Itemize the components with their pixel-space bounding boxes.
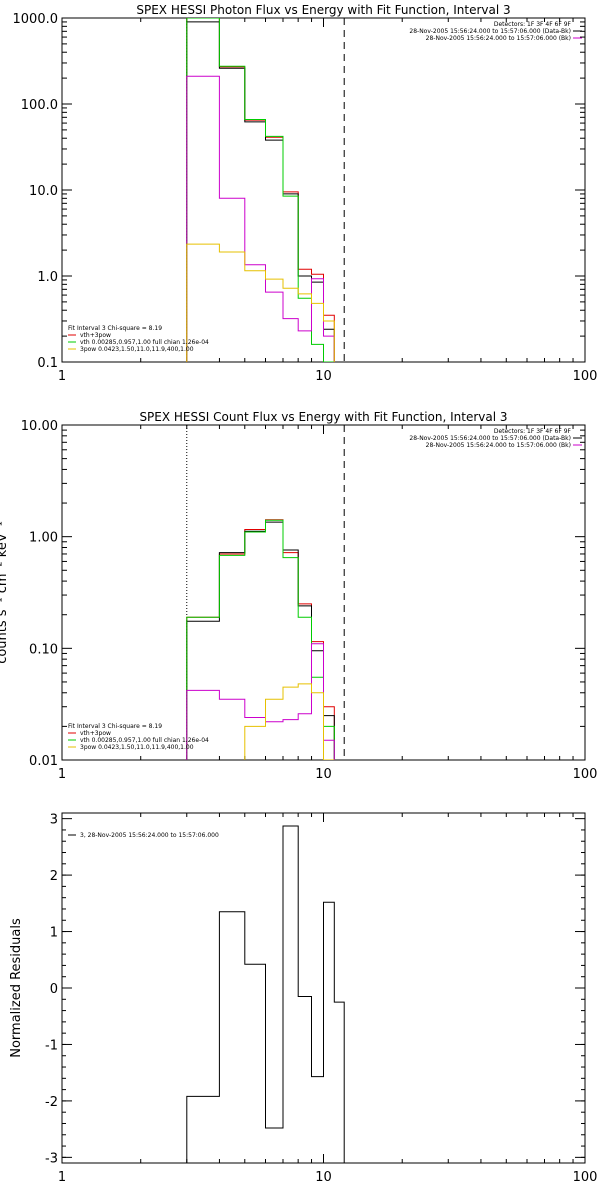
x-tick-label: 1 [58,369,66,384]
x-tick-label: 100 [573,1170,598,1185]
legend-label: vth+3pow [80,332,111,339]
series-3-histogram [186,18,335,362]
y-tick-label: 3 [50,813,58,828]
y-tick-label: -3 [45,1151,58,1166]
series-4-histogram [186,75,335,362]
info-line: Detectors: 1F 3F 4F 6F 9F [494,428,572,435]
series-2-histogram [186,521,335,760]
x-tick-label: 1 [58,767,66,782]
y-tick-label: 1.0 [37,270,58,285]
info-line: 28-Nov-2005 15:56:24.000 to 15:57:06.000… [426,442,571,449]
series-5-histogram [244,683,335,760]
series-1-histogram [186,519,335,760]
x-tick-label: 100 [573,767,598,782]
y-tick-label: 0.1 [37,356,58,371]
series-5-histogram [186,243,335,362]
info-line: 28-Nov-2005 15:56:24.000 to 15:57:06.000… [409,435,571,442]
x-tick-label: 10 [315,1170,332,1185]
y-tick-label: 100.0 [21,98,58,113]
y-tick-label: 0.01 [29,754,58,769]
series-4-histogram [186,643,335,760]
series-2-histogram [186,21,335,362]
legend-label: Fit Interval 3 Chi-square = 8.19 [68,723,162,730]
y-tick-label: -1 [45,1038,58,1053]
legend-label: vth 0.00285,0.957,1.00 full chian 1.26e-… [80,339,209,346]
series-1-histogram [186,825,345,1163]
chart-title: SPEX HESSI Photon Flux vs Energy with Fi… [136,3,510,17]
legend-label: 3pow 0.0423,1.50,11.0,11.9,400,1.00 [80,346,194,353]
y-axis-label: Normalized Residuals [9,918,24,1058]
chart-panel-3: 1 10 100 -3 -2 -1 0 1 2 3 Normalized Residuals 3, 2… [9,812,598,1185]
legend-label: vth+3pow [80,730,111,737]
legend-label: Fit Interval 3 Chi-square = 8.19 [68,325,162,332]
y-tick-label: 0 [50,982,58,997]
y-tick-label: 1000.0 [13,12,59,27]
y-tick-label: 0.10 [29,642,58,657]
info-line: Detectors: 1F 3F 4F 6F 9F [494,21,572,28]
x-tick-label: 10 [315,369,332,384]
chart-panel-2: SPEX HESSI Count Flux vs Energy with Fit… [0,410,597,782]
series-1-histogram [186,18,335,362]
y-tick-label: -2 [45,1095,58,1110]
x-tick-label: 1 [58,1170,66,1185]
y-tick-label: 10.00 [21,419,58,434]
legend-label: vth 0.00285,0.957,1.00 full chian 1.26e-… [80,737,209,744]
x-tick-label: 10 [315,767,332,782]
info-line: 28-Nov-2005 15:56:24.000 to 15:57:06.000… [409,28,571,35]
y-tick-label: 1.00 [29,531,58,546]
y-tick-label: 2 [50,869,58,884]
info-line: 28-Nov-2005 15:56:24.000 to 15:57:06.000… [426,35,571,42]
chart-title: SPEX HESSI Count Flux vs Energy with Fit… [139,410,507,424]
y-axis-label: counts s⁻¹ cm⁻² keV⁻¹ [0,521,10,664]
series-3-histogram [186,519,335,760]
legend-label: 3, 28-Nov-2005 15:56:24.000 to 15:57:06.… [80,832,219,839]
chart-panel-1: SPEX HESSI Photon Flux vs Energy with Fi… [13,3,598,384]
y-tick-label: 10.0 [29,184,58,199]
y-tick-label: 1 [50,926,58,941]
x-tick-label: 100 [573,369,598,384]
legend-label: 3pow 0.0423,1.50,11.0,11.9,400,1.00 [80,744,194,751]
